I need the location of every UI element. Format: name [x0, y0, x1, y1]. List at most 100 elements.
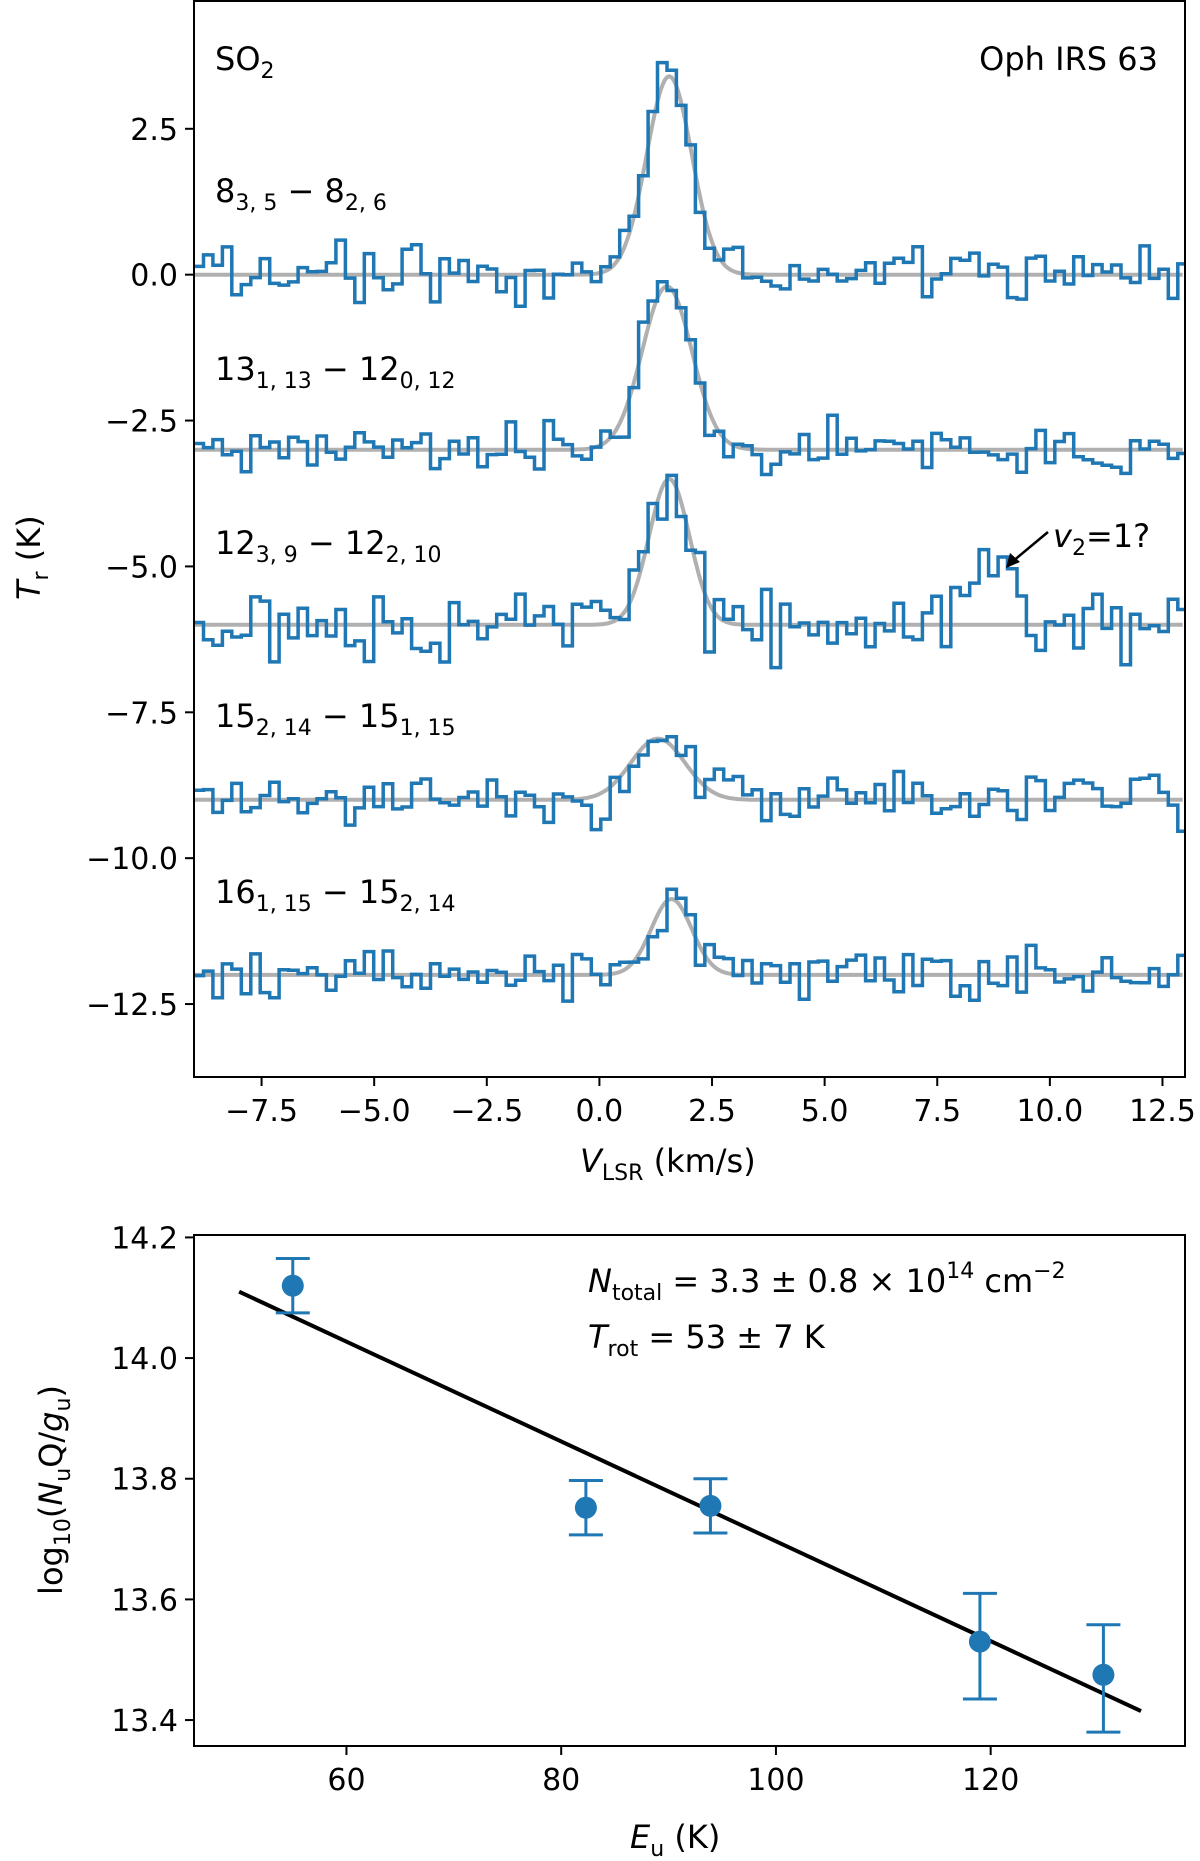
y-tick-label: 13.8 — [111, 1463, 178, 1498]
transition-label: 161, 15 − 152, 14 — [215, 873, 456, 917]
vibration-annotation-part: 2 — [1072, 536, 1086, 561]
y-axis-label-part: N — [32, 1482, 70, 1506]
x-axis-label-part: LSR — [602, 1161, 644, 1186]
spectrum-line — [194, 887, 1185, 1003]
transition-label-part: 0, 12 — [400, 369, 456, 394]
vibration-annotation: v2=1? — [1053, 517, 1150, 561]
spectrum-line — [194, 279, 1185, 477]
x-tick-label: −5.0 — [338, 1094, 411, 1129]
transition-label: 83, 5 − 82, 6 — [215, 172, 387, 216]
transition-label-part: − 12 — [298, 524, 386, 562]
y-axis-label-part: g — [32, 1412, 70, 1432]
y-tick-label: −5.0 — [105, 550, 178, 585]
rotational-temperature-annotation: Trot = 53 ± 7 K — [588, 1318, 826, 1362]
rotational-temperature-annotation-part: = 53 ± 7 K — [638, 1318, 826, 1356]
transition-label-part: 2, 10 — [386, 543, 442, 568]
axes-frame — [193, 0, 1186, 1078]
column-density-annotation-part: cm — [974, 1262, 1033, 1300]
x-tick-label: 60 — [327, 1763, 365, 1798]
fit-curve — [194, 284, 1183, 452]
rotation-diagram-panel: 60 80 100 120 14.2 14.0 13.8 13.6 13.4 Ntotal = 3… — [32, 1221, 1186, 1861]
transition-label-part: 3, 9 — [256, 543, 298, 568]
y-tick-label: 14.2 — [111, 1221, 178, 1256]
data-point — [281, 1274, 304, 1297]
transition-label-part: 2, 6 — [345, 191, 387, 216]
x-axis-label-part: (K) — [664, 1818, 720, 1856]
fit-curve — [194, 476, 1183, 627]
column-density-annotation-part: −2 — [1033, 1259, 1065, 1284]
fit-curve — [194, 736, 1183, 802]
molecule-label-part: 2 — [261, 59, 275, 84]
transition-label: 152, 14 − 151, 15 — [215, 697, 456, 741]
molecule-label: SO2 — [215, 40, 275, 84]
y-axis-label-part: log — [32, 1546, 70, 1595]
y-axis-label: Tr (K) — [10, 515, 54, 600]
source-label: Oph IRS 63 — [979, 40, 1158, 78]
x-tick-label: 7.5 — [913, 1094, 961, 1129]
column-density-annotation-part: 14 — [946, 1259, 974, 1284]
annotation-arrow — [1011, 531, 1049, 563]
y-tick-label: −10.0 — [86, 842, 178, 877]
y-axis-label-part: u — [51, 1398, 76, 1412]
transition-label-part: 2, 14 — [256, 716, 312, 741]
y-axis-label-part: ( — [32, 1506, 70, 1518]
transition-label-part: 16 — [215, 873, 256, 911]
transition-label-part: 2, 14 — [400, 892, 456, 917]
transition-label-part: 8 — [215, 172, 235, 210]
x-axis-label-part: E — [630, 1818, 651, 1856]
y-axis-label-part: T — [10, 578, 48, 600]
transition-label-part: 1, 13 — [256, 369, 312, 394]
vibration-annotation-part: v — [1053, 517, 1073, 555]
transition-label-part: 12 — [215, 524, 256, 562]
transition-label-part: 1, 15 — [400, 716, 456, 741]
y-tick-label: −7.5 — [105, 696, 178, 731]
data-point — [1092, 1663, 1115, 1686]
x-axis-label-part: (km/s) — [643, 1142, 755, 1180]
y-tick-label: −12.5 — [86, 988, 178, 1023]
y-tick-label: 14.0 — [111, 1342, 178, 1377]
y-axis-label-part: ) — [32, 1385, 70, 1397]
x-tick-label: −2.5 — [450, 1094, 523, 1129]
y-axis-label-part: (K) — [10, 515, 48, 571]
arrow-head-icon — [1006, 553, 1020, 568]
y-tick-label: −2.5 — [105, 405, 178, 440]
data-point — [968, 1630, 991, 1653]
data-point — [574, 1496, 597, 1519]
transition-label-part: 3, 5 — [235, 191, 277, 216]
transition-label-part: − 12 — [312, 350, 400, 388]
vibration-annotation-part: =1? — [1086, 517, 1150, 555]
x-tick-label: 80 — [542, 1763, 580, 1798]
y-tick-label: 13.6 — [111, 1583, 178, 1618]
y-axis-label-part: Q/ — [32, 1432, 70, 1468]
x-tick-label: 5.0 — [801, 1094, 849, 1129]
column-density-annotation: Ntotal = 3.3 ± 0.8 × 1014 cm−2 — [588, 1259, 1066, 1306]
x-axis-label: VLSR (km/s) — [580, 1142, 756, 1186]
x-tick-label: 100 — [747, 1763, 804, 1798]
molecule-label-part: SO — [215, 40, 261, 78]
column-density-annotation-part: total — [612, 1281, 662, 1306]
y-axis-label-part: u — [51, 1468, 76, 1482]
column-density-annotation-part: = 3.3 ± 0.8 × 10 — [662, 1262, 946, 1300]
x-tick-label: −7.5 — [225, 1094, 298, 1129]
transition-label-part: 13 — [215, 350, 256, 388]
spectrum-line — [194, 473, 1185, 670]
y-tick-label: 13.4 — [111, 1704, 178, 1739]
y-tick-label: 2.5 — [130, 113, 178, 148]
x-axis-label-part: u — [650, 1837, 664, 1861]
transition-label-part: − 15 — [312, 873, 400, 911]
transition-label: 131, 13 − 120, 12 — [215, 350, 456, 394]
y-axis-label-part: 10 — [51, 1518, 76, 1546]
data-point — [699, 1494, 722, 1517]
fit-curve — [194, 74, 1183, 277]
x-tick-label: 0.0 — [576, 1094, 624, 1129]
x-tick-label: 10.0 — [1016, 1094, 1083, 1129]
spectrum-line — [194, 60, 1185, 308]
transition-label-part: − 15 — [312, 697, 400, 735]
x-tick-label: 120 — [962, 1763, 1019, 1798]
y-axis-label-part: r — [29, 570, 54, 580]
transition-label-part: 1, 15 — [256, 892, 312, 917]
rotational-temperature-annotation-part: rot — [608, 1337, 639, 1362]
y-axis-label: log10(NuQ/gu) — [32, 1385, 76, 1595]
